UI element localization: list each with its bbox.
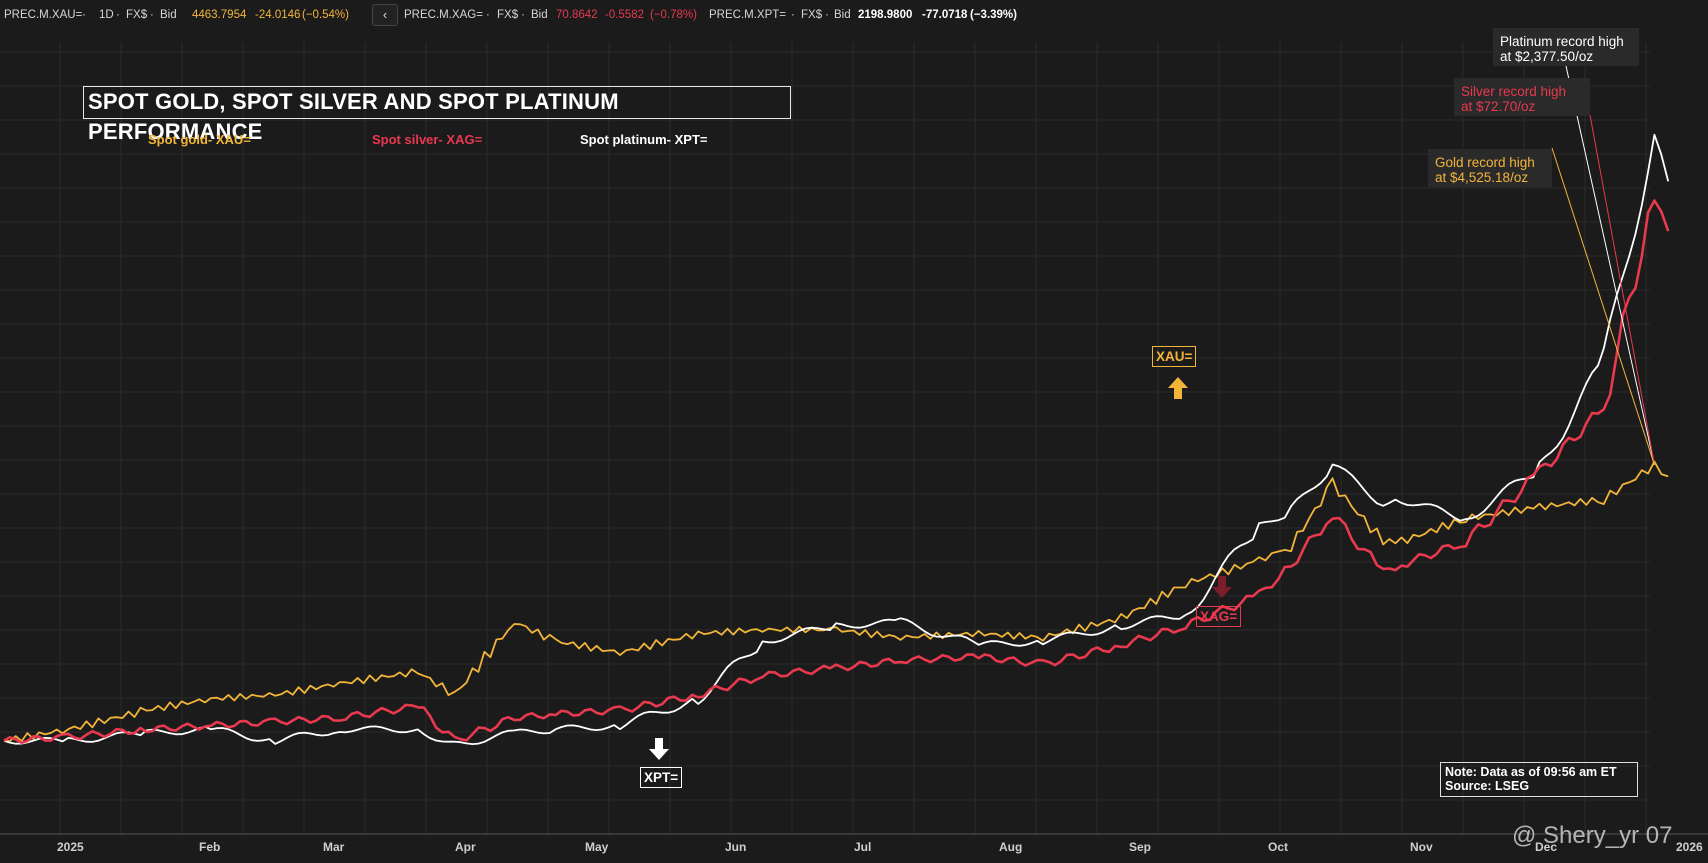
xag-tag: XAG= (1196, 606, 1242, 627)
gold-callout-line2: at $4,525.18/oz (1435, 170, 1529, 185)
xau-side: Bid (160, 9, 177, 21)
chart-grid (0, 42, 1708, 835)
down-arrow-icon (649, 738, 669, 760)
xag-price: 70.8642 (556, 9, 598, 21)
silver-series-line (3, 199, 1670, 745)
xau-change: -24.0146 (255, 9, 301, 21)
xpt-separator: · (825, 9, 829, 21)
platinum-leader-line (1565, 65, 1655, 466)
xag-separator: · (521, 9, 525, 21)
platinum-callout-line2: at $2,377.50/oz (1500, 49, 1594, 64)
xag-pct: (−0.78%) (650, 9, 697, 21)
x-tick-label: Oct (1268, 840, 1289, 854)
silver-leader-line (1589, 114, 1655, 466)
xag-change: -0.5582 (605, 9, 645, 21)
up-arrow-icon (1168, 377, 1188, 399)
x-tick-label: Jun (725, 840, 747, 854)
xau-interval[interactable]: 1D (99, 9, 114, 21)
platinum-callout-line1: Platinum record high (1500, 34, 1624, 49)
xau-tag: XAU= (1152, 346, 1197, 367)
platinum-record-callout: Platinum record high at $2,377.50/oz (1493, 28, 1639, 66)
silver-callout-line2: at $72.70/oz (1461, 99, 1536, 114)
silver-record-callout: Silver record high at $72.70/oz (1454, 78, 1590, 116)
gold-series-line (3, 460, 1669, 743)
ticker-bar: PREC.M.XAU= · 1D · FX$ · Bid 4463.7954 -… (0, 0, 1708, 30)
callout-leader-lines (1551, 65, 1655, 466)
xpt-tag: XPT= (640, 767, 683, 788)
x-tick-label: Dec (1535, 840, 1558, 854)
xag-separator: · (486, 9, 490, 21)
xau-symbol[interactable]: PREC.M.XAU= (4, 9, 83, 21)
legend-silver: Spot silver- XAG= (372, 132, 483, 147)
gold-callout-line1: Gold record high (1435, 155, 1535, 170)
xpt-change: -77.0718 (922, 9, 968, 21)
x-tick-label: Jul (854, 840, 872, 854)
xag-symbol[interactable]: PREC.M.XAG= (404, 9, 483, 21)
x-tick-label: Aug (999, 840, 1023, 854)
x-tick-label: Nov (1410, 840, 1433, 854)
xpt-side: Bid (834, 9, 851, 21)
gold-leader-line (1551, 147, 1655, 466)
xpt-source: FX$ (801, 9, 823, 21)
x-tick-label: Apr (455, 840, 476, 854)
xau-source: FX$ (126, 9, 148, 21)
watermark-text: @ Shery_yr 07 (1512, 822, 1673, 849)
x-tick-label: Mar (323, 840, 345, 854)
x-tick-label: Feb (199, 840, 221, 854)
note-line2: Source: LSEG (1445, 779, 1530, 793)
source-note: Note: Data as of 09:56 am ET Source: LSE… (1440, 762, 1638, 797)
xau-pct: (−0.54%) (302, 9, 349, 21)
legend-platinum: Spot platinum- XPT= (580, 132, 708, 147)
platinum-series-line (3, 133, 1670, 745)
xau-separator: · (116, 9, 120, 21)
chart-title: SPOT GOLD, SPOT SILVER AND SPOT PLATINUM… (83, 86, 791, 144)
down-arrow-icon (1212, 576, 1232, 598)
xau-separator: · (150, 9, 154, 21)
xpt-symbol[interactable]: PREC.M.XPT= (709, 9, 787, 21)
xau-separator: · (82, 9, 86, 21)
xpt-pct: (−3.39%) (970, 9, 1017, 21)
silver-callout-line1: Silver record high (1461, 84, 1567, 99)
chart-series-lines (3, 133, 1670, 745)
xag-source: FX$ (497, 9, 519, 21)
gold-record-callout: Gold record high at $4,525.18/oz (1428, 149, 1552, 187)
legend-gold: Spot gold- XAU= (148, 132, 251, 147)
xag-side: Bid (531, 9, 548, 21)
x-tick-label: 2025 (57, 840, 84, 854)
note-line1: Note: Data as of 09:56 am ET (1445, 765, 1617, 779)
xau-price: 4463.7954 (192, 9, 247, 21)
xpt-separator: · (791, 9, 795, 21)
x-tick-label: 2026 (1676, 840, 1703, 854)
x-tick-label: Sep (1129, 840, 1152, 854)
xpt-price: 2198.9800 (858, 9, 913, 21)
x-tick-label: May (585, 840, 609, 854)
collapse-chevron-button[interactable]: ‹ (372, 4, 398, 26)
